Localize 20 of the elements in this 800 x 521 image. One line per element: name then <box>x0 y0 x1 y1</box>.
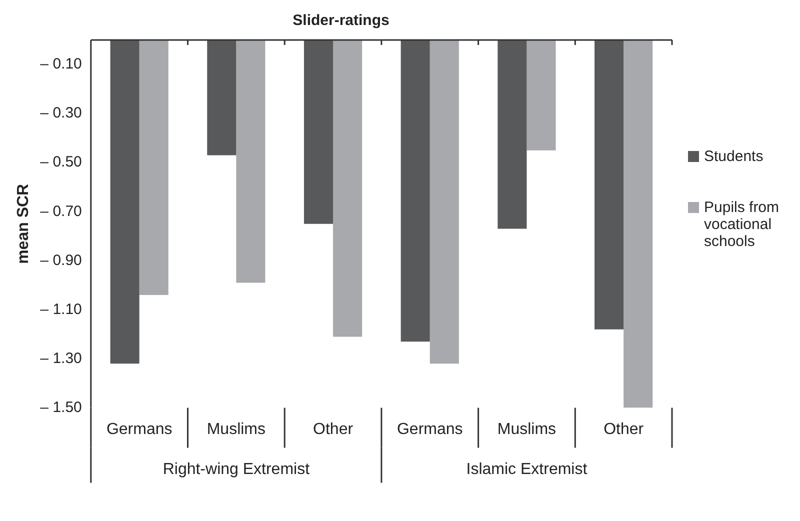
y-tick-label: – 0.70 <box>40 202 82 220</box>
text: Right-wing Extremist <box>162 461 310 478</box>
legend-label: Pupils from vocational schools <box>704 199 780 250</box>
y-tick-label: – 0.90 <box>40 252 82 269</box>
legend-label: Students <box>704 148 764 165</box>
x-tick-label: Other <box>604 420 644 438</box>
y-tick-label: – 0.50 <box>40 154 82 171</box>
x-tick-label: Muslims <box>206 420 266 438</box>
y-axis-title: mean SCR <box>15 183 32 264</box>
x-tick-label: Germans <box>106 420 172 438</box>
y-tick-label: – 1.50 <box>40 398 82 416</box>
y-tick-label: – 1.10 <box>40 300 82 318</box>
y-tick-label: – 1.30 <box>40 350 82 367</box>
x-tick-label: Muslims <box>497 420 556 438</box>
text: Islamic Extremist <box>466 461 588 478</box>
x-tick-label: Other <box>313 420 354 438</box>
chart-title: Slider-ratings <box>292 12 390 30</box>
y-tick-label: – 0.30 <box>40 104 82 122</box>
y-tick-label: – 0.10 <box>40 56 82 73</box>
x-tick-label: Germans <box>396 420 463 438</box>
